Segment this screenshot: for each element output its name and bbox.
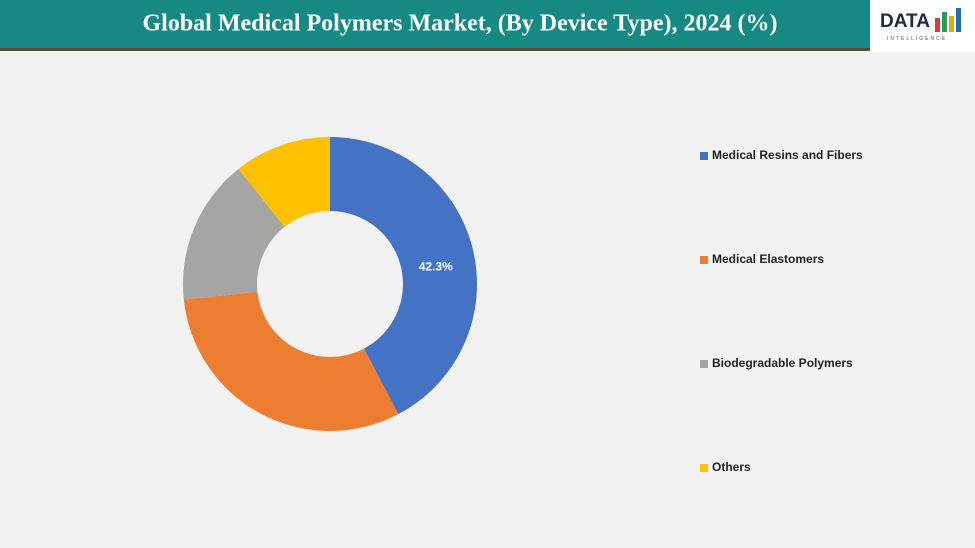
logo-subtitle: INTELLIGENCE <box>887 36 947 42</box>
logo-text: DATA <box>880 11 930 32</box>
logo-bar <box>935 18 940 32</box>
chart-title: Global Medical Polymers Market, (By Devi… <box>143 11 778 37</box>
logo-bar <box>949 16 954 32</box>
data-label: 42.3% <box>419 259 453 273</box>
legend-swatch <box>700 360 708 368</box>
header-bar <box>0 0 975 48</box>
logo-bar <box>956 8 961 32</box>
header-rule <box>0 48 975 51</box>
donut-slice <box>183 168 285 300</box>
donut-slice <box>330 137 477 415</box>
logo: DATA INTELLIGENCE <box>870 0 975 52</box>
legend-label: Medical Resins and Fibers <box>712 148 863 162</box>
logo-bar <box>942 12 947 32</box>
legend-label: Biodegradable Polymers <box>712 356 853 370</box>
legend-swatch <box>700 464 708 472</box>
legend-swatch <box>700 152 708 160</box>
donut-slice <box>183 291 399 431</box>
legend-label: Medical Elastomers <box>712 252 824 266</box>
legend-label: Others <box>712 460 751 474</box>
legend-swatch <box>700 256 708 264</box>
donut-slice <box>238 137 330 227</box>
